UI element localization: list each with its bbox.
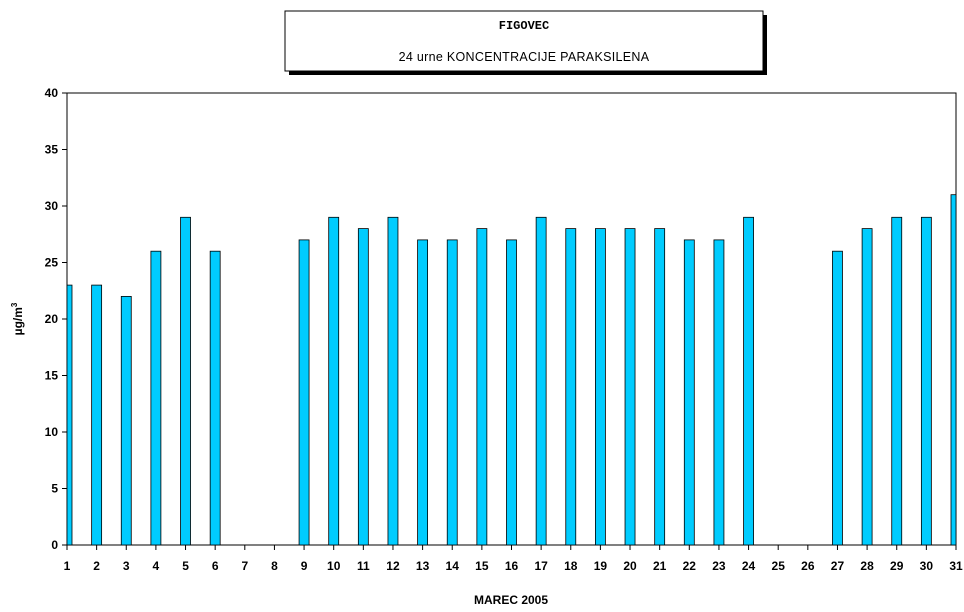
x-tick-label: 23 — [712, 559, 726, 573]
y-axis-title-superscript: 3 — [10, 302, 19, 307]
bar-series — [66, 194, 957, 546]
x-tick-label: 2 — [93, 559, 100, 573]
x-tick-label: 30 — [920, 559, 934, 573]
bar-day-29 — [891, 216, 903, 546]
title-box-frame — [284, 10, 764, 72]
bar-day-10 — [328, 216, 340, 546]
x-tick-label: 18 — [564, 559, 578, 573]
y-tick-label: 40 — [45, 86, 59, 100]
x-tick-label: 27 — [831, 559, 845, 573]
x-tick-label: 8 — [271, 559, 278, 573]
x-tick-label: 17 — [534, 559, 548, 573]
x-tick-label: 6 — [212, 559, 219, 573]
bar-day-27 — [832, 250, 843, 546]
chart-subtitle: 24 urne KONCENTRACIJE PARAKSILENA — [399, 50, 650, 64]
y-tick-label: 20 — [45, 312, 59, 326]
bar-day-3 — [120, 295, 132, 546]
x-axis-title: MAREC 2005 — [474, 593, 548, 607]
x-tick-label: 29 — [890, 559, 904, 573]
x-tick-label: 12 — [386, 559, 400, 573]
y-axis-title: µg/m3 — [10, 302, 25, 335]
bar-day-21 — [654, 228, 666, 546]
bar-day-23 — [713, 239, 725, 546]
bar-day-11 — [357, 228, 369, 546]
chart-title: FIGOVEC — [499, 19, 549, 33]
bar-day-22 — [683, 239, 695, 546]
x-tick-label: 15 — [475, 559, 489, 573]
x-tick-label: 25 — [772, 559, 786, 573]
bar-day-28 — [861, 228, 873, 546]
title-box: FIGOVEC 24 urne KONCENTRACIJE PARAKSILEN… — [284, 10, 767, 75]
x-tick-label: 26 — [801, 559, 815, 573]
x-tick-label: 20 — [623, 559, 637, 573]
bar-day-5 — [180, 216, 191, 546]
bar-day-6 — [209, 250, 221, 546]
bar-day-17 — [535, 216, 547, 546]
x-tick-label: 14 — [446, 559, 460, 573]
x-tick-label: 21 — [653, 559, 667, 573]
x-tick-label: 24 — [742, 559, 756, 573]
bar-day-14 — [446, 239, 458, 546]
bar-day-18 — [565, 228, 577, 546]
x-tick-label: 13 — [416, 559, 430, 573]
x-tick-label: 28 — [860, 559, 874, 573]
bar-day-16 — [506, 239, 517, 546]
bar-day-12 — [387, 216, 399, 546]
x-tick-label: 1 — [64, 559, 71, 573]
y-tick-label: 30 — [45, 199, 59, 213]
x-tick-label: 4 — [153, 559, 160, 573]
bar-day-9 — [298, 239, 310, 546]
x-tick-label: 22 — [683, 559, 697, 573]
x-tick-label: 19 — [594, 559, 608, 573]
bar-day-15 — [476, 228, 488, 546]
bar-day-30 — [920, 216, 932, 546]
x-tick-label: 9 — [301, 559, 308, 573]
bar-day-19 — [595, 228, 606, 546]
y-tick-label: 25 — [45, 256, 59, 270]
x-tick-label: 31 — [949, 559, 963, 573]
bar-day-4 — [150, 250, 162, 546]
x-tick-label: 7 — [241, 559, 248, 573]
y-axis: 0 5 10 15 20 25 30 35 40 — [45, 86, 67, 552]
y-tick-label: 5 — [51, 482, 58, 496]
x-tick-label: 3 — [123, 559, 130, 573]
bar-day-2 — [91, 284, 103, 546]
bar-day-31 — [950, 194, 957, 546]
y-tick-label: 10 — [45, 425, 59, 439]
y-axis-title-unit: µg/m — [11, 307, 25, 335]
x-tick-label: 10 — [327, 559, 341, 573]
bar-day-20 — [624, 228, 636, 546]
y-tick-label: 0 — [51, 538, 58, 552]
y-tick-label: 15 — [45, 369, 59, 383]
bar-day-13 — [417, 239, 429, 546]
x-tick-label: 11 — [357, 559, 370, 573]
bar-day-24 — [743, 216, 754, 546]
x-tick-label: 5 — [182, 559, 189, 573]
x-axis: 1 2 3 4 5 6 7 8 9 10 11 12 13 14 15 16 17 18 19 20 21 22 23 24 2… — [64, 545, 963, 573]
x-tick-label: 16 — [505, 559, 519, 573]
y-tick-label: 35 — [45, 143, 59, 157]
bar-day-1 — [66, 284, 73, 546]
